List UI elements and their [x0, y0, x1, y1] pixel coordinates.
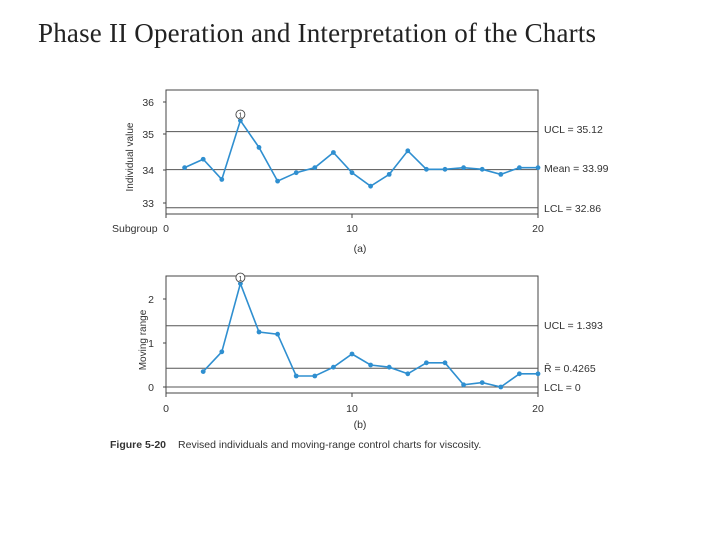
panel-b-control-line-label: R̄ = 0.4265: [544, 362, 596, 375]
panel-b-y-axis-label: Moving range: [138, 309, 149, 370]
figure-number: Figure 5-20: [110, 439, 167, 451]
panel-b-data-point: [219, 349, 225, 355]
panel-a-x-tick-label: 20: [532, 223, 544, 235]
panel-a-data-point: [219, 177, 225, 182]
panel-b-out-of-control-label: 1: [238, 274, 242, 283]
panel-b-data-point: [349, 351, 355, 357]
slide-title: Phase II Operation and Interpretation of…: [38, 18, 597, 48]
panel-a-data-point: [535, 165, 541, 171]
panel-a-x-tick-label: 10: [346, 223, 358, 235]
panel-a-control-line-label: UCL = 35.12: [544, 124, 603, 136]
panel-a-y-tick-label: 34: [142, 165, 154, 177]
panel-b-data-point: [498, 384, 504, 390]
panel-a-control-line-label: LCL = 32.86: [544, 203, 601, 215]
panel-a-control-line-label: Mean = 33.99: [544, 163, 609, 175]
panel-b-y-tick-label: 1: [148, 338, 154, 350]
panel-b-y-tick-label: 0: [148, 382, 154, 394]
figure-caption: Figure 5-20 Revised individuals and movin…: [110, 439, 481, 451]
panel-b-data-point: [535, 371, 541, 377]
panel-a-data-point: [312, 165, 318, 171]
panel-a-data-point: [405, 148, 411, 154]
panel-a-plot-frame: [165, 89, 539, 215]
panel-b-x-tick-label: 0: [163, 403, 169, 415]
panel-a-series-line: [184, 118, 538, 188]
panel-b-data-point: [368, 362, 373, 368]
panel-b-series-line: [202, 281, 538, 388]
panel-a-data-point: [442, 166, 448, 172]
panel-b-y-tick-label: 2: [148, 294, 154, 306]
panel-b-data-point: [442, 360, 448, 366]
panel-b-control-line-label: UCL = 1.393: [544, 320, 603, 332]
panel-a-xlabel-prefix: Subgroup: [112, 223, 158, 235]
panel-b-out-of-control-marker: [235, 272, 246, 283]
panel-a-panel-label: (a): [354, 243, 367, 255]
panel-a-data-point: [517, 165, 522, 171]
panel-a-data-point: [386, 171, 392, 177]
panel-a-x-tick-label: 0: [163, 223, 169, 235]
panel-b-data-point: [479, 380, 485, 385]
panel-a-data-point: [331, 150, 336, 155]
panel-a-data-point: [275, 178, 280, 184]
panel-b-data-point: [275, 331, 280, 337]
panel-a-data-point: [200, 156, 206, 162]
panel-b-data-point: [293, 373, 299, 379]
panel-a-y-axis-label: Individual value: [125, 122, 136, 191]
figure-caption-text: Revised individuals and moving-range con…: [178, 439, 482, 451]
panel-a-y-tick-label: 36: [142, 97, 154, 109]
panel-b-panel-label: (b): [354, 419, 367, 431]
panel-b-data-point: [312, 373, 318, 379]
panel-a-out-of-control-label: 1: [238, 111, 242, 120]
panel-a-data-point: [182, 165, 188, 171]
panel-a-data-point: [498, 171, 504, 177]
panel-a-y-tick-label: 35: [142, 129, 154, 141]
panel-b-data-point: [331, 364, 336, 370]
panel-b-data-point: [256, 329, 262, 335]
panel-a-data-point: [461, 165, 466, 171]
panel-a-data-point: [479, 166, 485, 172]
panel-b-data-point: [386, 364, 392, 370]
panel-b-data-point: [405, 371, 411, 377]
panel-a-data-point: [424, 166, 429, 172]
panel-a-data-point: [349, 170, 355, 176]
panel-b-x-tick-label: 20: [532, 403, 544, 415]
panel-a-y-tick-label: 33: [142, 198, 154, 210]
panel-b-data-point: [424, 360, 429, 366]
panel-b-data-point: [200, 369, 206, 374]
panel-a-data-point: [293, 170, 299, 176]
panel-b-control-line-label: LCL = 0: [544, 382, 581, 394]
panel-b-data-point: [461, 382, 466, 388]
panel-b-x-tick-label: 10: [346, 403, 358, 415]
panel-a-out-of-control-marker: [235, 109, 246, 120]
panel-a-data-point: [368, 183, 373, 189]
panel-a-data-point: [256, 145, 262, 150]
panel-b-data-point: [517, 371, 522, 377]
panel-b-plot-frame: [165, 275, 539, 394]
